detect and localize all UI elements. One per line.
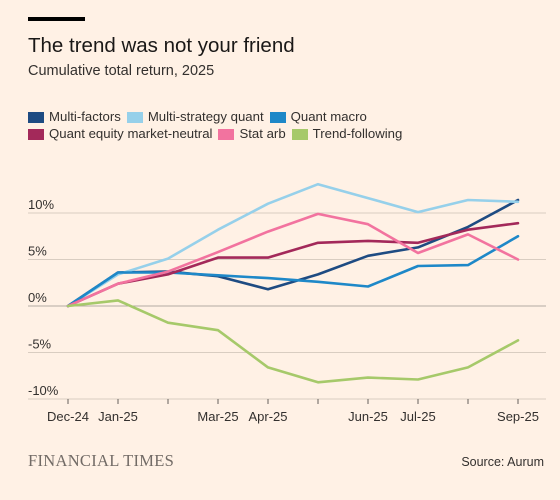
series-line-quant-macro (66, 235, 520, 308)
y-tick-label: 0% (28, 290, 47, 305)
series-line-quant-equity-market-neutral (66, 221, 520, 308)
axis-layer: 10% 5% 0% -5% -10% Dec-24 Jan-25 Mar-25 Apr-25 Ju… (28, 197, 539, 424)
x-tick-label: Jan-25 (98, 409, 138, 424)
legend-label-multi-strategy-quant: Multi-strategy quant (147, 109, 264, 124)
ft-logo: FINANCIAL TIMES (28, 451, 175, 470)
series-line-stat-arb (66, 212, 520, 308)
legend-swatch-trend-following (291, 128, 308, 140)
y-tick-label: -5% (28, 337, 52, 352)
series-line-trend-following (66, 299, 520, 384)
legend-row-2: Quant equity market-neutral Stat arb Tre… (28, 126, 548, 142)
y-tick-label: 10% (28, 197, 54, 212)
legend-swatch-stat-arb (218, 128, 235, 140)
legend-swatch-quant-equity-market-neutral (28, 128, 44, 140)
top-accent-bar (28, 17, 85, 21)
legend-row-1: Multi-factors Multi-strategy quant Quant… (28, 109, 548, 125)
x-tick-label: Dec-24 (47, 409, 89, 424)
x-tick-label: Mar-25 (197, 409, 238, 424)
legend-item-multi-strategy-quant: Multi-strategy quant (126, 109, 264, 125)
x-tick-label: Apr-25 (248, 409, 287, 424)
grid-layer (28, 212, 546, 400)
series-layer (66, 182, 520, 384)
series-line-multi-strategy-quant (66, 182, 520, 308)
legend-label-quant-equity-market-neutral: Quant equity market-neutral (49, 126, 213, 141)
legend-item-quant-equity-market-neutral: Quant equity market-neutral (28, 126, 212, 142)
chart-title: The trend was not your friend (28, 34, 295, 57)
legend-label-stat-arb: Stat arb (239, 126, 286, 141)
chart-legend: Multi-factors Multi-strategy quant Quant… (28, 109, 548, 143)
x-tick-label: Jul-25 (400, 409, 435, 424)
legend-item-stat-arb: Stat arb (218, 126, 286, 142)
x-tick-label: Sep-25 (497, 409, 539, 424)
series-line-multi-factors (66, 198, 520, 308)
x-tick-label: Jun-25 (348, 409, 388, 424)
legend-label-quant-macro: Quant macro (290, 109, 367, 124)
y-tick-label: 5% (28, 244, 47, 259)
legend-item-quant-macro: Quant macro (269, 109, 367, 125)
legend-swatch-quant-macro (269, 111, 286, 123)
legend-label-multi-factors: Multi-factors (49, 109, 121, 124)
legend-item-trend-following: Trend-following (291, 126, 403, 142)
y-tick-label: -10% (28, 383, 59, 398)
legend-label-trend-following: Trend-following (312, 126, 403, 141)
source-note: Source: Aurum (461, 455, 544, 469)
legend-swatch-multi-strategy-quant (126, 111, 143, 123)
chart-subtitle: Cumulative total return, 2025 (28, 63, 215, 79)
legend-item-multi-factors: Multi-factors (28, 109, 121, 125)
legend-swatch-multi-factors (28, 111, 44, 123)
